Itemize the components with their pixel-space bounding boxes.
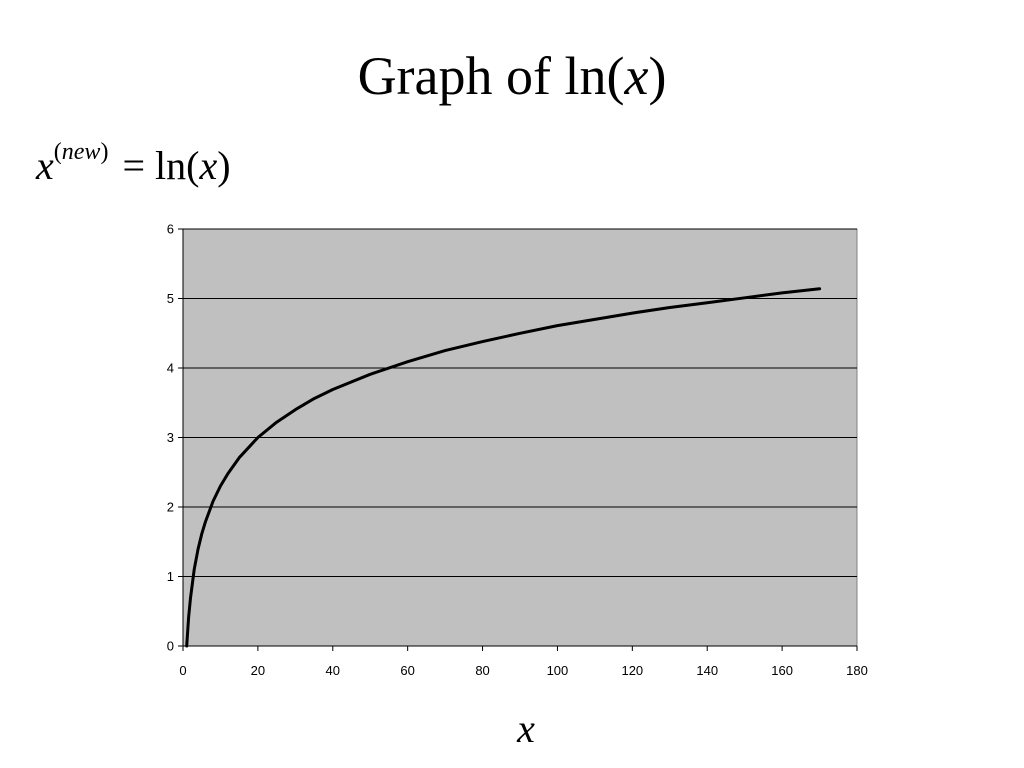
y-tick-label: 2 <box>167 500 174 515</box>
y-tick-label: 4 <box>167 361 174 376</box>
superscript-open-paren: ( <box>53 138 62 165</box>
x-tick-label: 20 <box>251 663 265 678</box>
x-tick-label: 120 <box>621 663 643 678</box>
slide-title-prefix: Graph of ln( <box>357 46 625 106</box>
series-line-ln-x <box>185 287 822 648</box>
equation-superscript: (new) <box>54 139 109 165</box>
equation-lhs-variable: x <box>36 143 54 188</box>
x-tick-label: 0 <box>179 663 186 678</box>
y-tick-label: 1 <box>167 569 174 584</box>
slide-title-suffix: ) <box>648 46 667 106</box>
equals-sign: = <box>122 143 145 188</box>
y-tick-label: 5 <box>167 291 174 306</box>
x-tick-label: 100 <box>547 663 569 678</box>
equation: x(new) = ln(x) <box>36 136 231 196</box>
x-axis-label: x <box>516 706 535 751</box>
slide-title: Graph of ln(x) <box>0 44 1024 108</box>
x-tick-label: 140 <box>696 663 718 678</box>
equation-rhs-variable: x <box>199 143 218 188</box>
x-tick-label: 40 <box>326 663 340 678</box>
equation-rhs-suffix: ) <box>217 143 231 188</box>
x-tick-label: 180 <box>846 663 868 678</box>
superscript-text: new <box>61 138 101 165</box>
x-tick-label: 60 <box>400 663 414 678</box>
y-tick-label: 0 <box>167 639 174 654</box>
y-tick-label: 6 <box>167 222 174 237</box>
slide-title-variable: x <box>624 46 649 106</box>
superscript-close-paren: ) <box>100 138 109 165</box>
x-tick-label: 160 <box>771 663 793 678</box>
x-tick-label: 80 <box>475 663 489 678</box>
y-tick-label: 3 <box>167 430 174 445</box>
equation-rhs-prefix: ln( <box>155 143 200 188</box>
